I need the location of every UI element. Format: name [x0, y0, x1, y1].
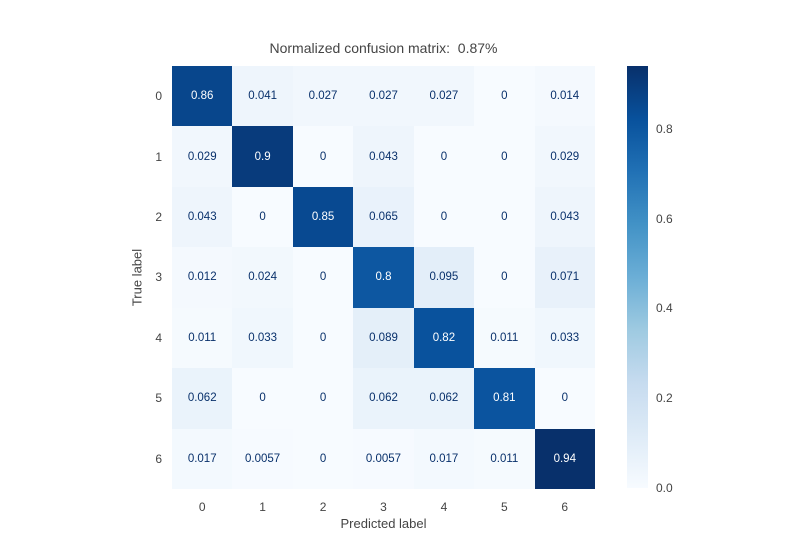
x-axis-ticks: 0 1 2 3 4 5 6 — [172, 489, 595, 525]
heatmap-cell-r1-c0: 0.029 — [172, 126, 233, 187]
heatmap-cell-r6-c1: 0.0057 — [232, 428, 293, 489]
y-tick-label: 6 — [155, 451, 162, 466]
x-tick-label: 2 — [319, 500, 327, 514]
heatmap-cell-r6-c6: 0.94 — [534, 428, 595, 489]
y-tick-label: 0 — [155, 89, 162, 104]
heatmap-cell-r1-c4: 0 — [413, 126, 475, 187]
heatmap-cell-r0-c5: 0 — [474, 66, 535, 127]
x-tick-label: 0 — [198, 500, 206, 514]
heatmap-cell-r3-c3: 0.8 — [353, 247, 414, 308]
heatmap-cell-r6-c0: 0.017 — [172, 428, 233, 489]
heatmap-cell-r0-c3: 0.027 — [353, 66, 414, 127]
heatmap-cell-r6-c2: 0 — [292, 428, 354, 489]
colorbar-tick-label: 0.2 — [656, 391, 673, 406]
heatmap-cell-r0-c6: 0.014 — [534, 66, 595, 127]
x-tick-label: 1 — [259, 500, 266, 514]
x-tick-label: 6 — [561, 500, 569, 514]
heatmap-cell-r3-c4: 0.095 — [413, 247, 475, 308]
heatmap-cell-r4-c4: 0.82 — [413, 307, 475, 369]
heatmap-cell-r5-c6: 0 — [534, 368, 595, 429]
heatmap-cell-r5-c4: 0.062 — [413, 368, 475, 429]
x-tick-label: 4 — [440, 500, 448, 514]
heatmap-cell-r2-c6: 0.043 — [534, 186, 595, 248]
chart-title: Normalized confusion matrix: 0.87% — [269, 40, 498, 56]
heatmap-cell-r0-c1: 0.041 — [232, 66, 293, 127]
colorbar-tick-label: 0.6 — [656, 211, 673, 226]
heatmap-cell-r3-c2: 0 — [292, 247, 354, 308]
heatmap-cell-r5-c5: 0.81 — [474, 368, 535, 429]
heatmap-cell-r1-c5: 0 — [474, 126, 535, 187]
x-tick-label: 5 — [501, 500, 508, 514]
heatmap-cell-r4-c6: 0.033 — [534, 307, 595, 369]
heatmap-cell-r5-c0: 0.062 — [172, 368, 233, 429]
heatmap-cell-r0-c2: 0.027 — [292, 66, 354, 127]
heatmap-cell-r2-c1: 0 — [232, 186, 293, 248]
colorbar-tick-label: 0.0 — [656, 481, 673, 495]
heatmap-cell-r2-c2: 0.85 — [292, 186, 354, 248]
heatmap-cell-r4-c3: 0.089 — [353, 307, 414, 369]
heatmap-cell-r5-c1: 0 — [232, 368, 293, 429]
heatmap-cell-r4-c5: 0.011 — [474, 307, 535, 369]
heatmap-cell-r2-c5: 0 — [474, 186, 535, 248]
heatmap-cell-r1-c6: 0.029 — [534, 126, 595, 187]
heatmap-cell-r5-c3: 0.062 — [353, 368, 414, 429]
y-tick-label: 3 — [155, 270, 162, 285]
x-axis-title: Predicted label — [340, 516, 427, 531]
heatmap-cell-r2-c0: 0.043 — [172, 186, 233, 248]
heatmap-cell-r6-c5: 0.011 — [474, 428, 535, 489]
heatmap-cell-r3-c5: 0 — [474, 247, 535, 308]
x-tick-label: 3 — [380, 500, 387, 514]
colorbar-gradient — [627, 66, 648, 488]
heatmap-cell-r3-c6: 0.071 — [534, 247, 595, 308]
heatmap-cell-r0-c4: 0.027 — [413, 66, 475, 127]
heatmap-grid: 0.86 0.041 0.027 0.027 0.027 0 0.014 0.029 0.9 0 0… — [172, 66, 595, 489]
heatmap-cell-r3-c0: 0.012 — [172, 247, 233, 308]
heatmap-cell-r6-c3: 0.0057 — [353, 428, 414, 489]
colorbar-tick-label: 0.8 — [656, 121, 673, 136]
heatmap-cell-r4-c2: 0 — [292, 307, 354, 369]
heatmap-cell-r4-c1: 0.033 — [232, 307, 293, 369]
heatmap-cell-r1-c1: 0.9 — [232, 126, 293, 187]
y-axis-ticks: 0 1 2 3 4 5 6 — [126, 66, 162, 489]
heatmap-cell-r2-c3: 0.065 — [353, 186, 414, 248]
heatmap-cell-r3-c1: 0.024 — [232, 247, 293, 308]
y-tick-label: 5 — [155, 391, 162, 406]
y-tick-label: 2 — [155, 210, 162, 225]
colorbar-ticks: 0.0 0.2 0.4 0.6 0.8 — [656, 66, 696, 495]
heatmap-cell-r1-c3: 0.043 — [353, 126, 414, 187]
colorbar-tick-label: 0.4 — [656, 301, 673, 316]
y-tick-label: 1 — [155, 149, 162, 164]
heatmap-cell-r5-c2: 0 — [292, 368, 354, 429]
heatmap-cell-r1-c2: 0 — [292, 126, 354, 187]
y-tick-label: 4 — [155, 330, 162, 345]
heatmap-cell-r4-c0: 0.011 — [172, 307, 233, 369]
heatmap-cell-r0-c0: 0.86 — [172, 66, 233, 127]
heatmap-cell-r6-c4: 0.017 — [413, 428, 475, 489]
heatmap-cell-r2-c4: 0 — [413, 186, 475, 248]
